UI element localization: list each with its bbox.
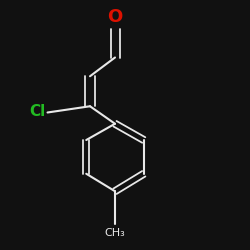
Text: CH₃: CH₃ — [104, 228, 126, 238]
Text: Cl: Cl — [29, 104, 45, 120]
Text: O: O — [108, 8, 122, 26]
